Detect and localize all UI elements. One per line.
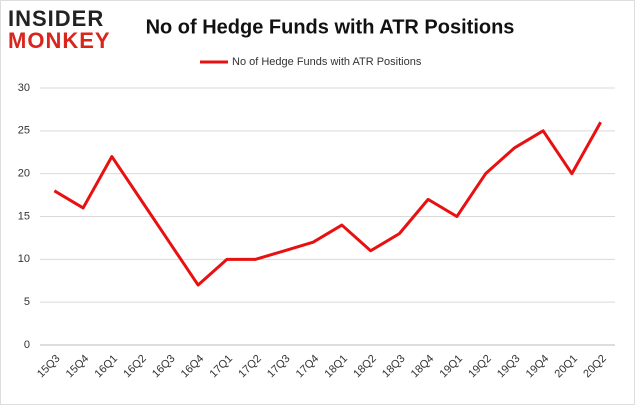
y-tick-label: 25 xyxy=(18,125,30,137)
y-tick-label: 20 xyxy=(18,168,30,180)
logo-bottom: MONKEY xyxy=(8,28,111,53)
chart-title: No of Hedge Funds with ATR Positions xyxy=(146,16,515,38)
y-tick-label: 5 xyxy=(24,296,30,308)
y-tick-label: 0 xyxy=(24,339,30,351)
legend-label: No of Hedge Funds with ATR Positions xyxy=(232,56,422,68)
y-tick-label: 15 xyxy=(18,210,30,222)
data-line xyxy=(53,121,602,287)
y-tick-label: 30 xyxy=(18,82,30,94)
y-tick-label: 10 xyxy=(18,253,30,265)
logo-top: INSIDER xyxy=(8,6,104,31)
